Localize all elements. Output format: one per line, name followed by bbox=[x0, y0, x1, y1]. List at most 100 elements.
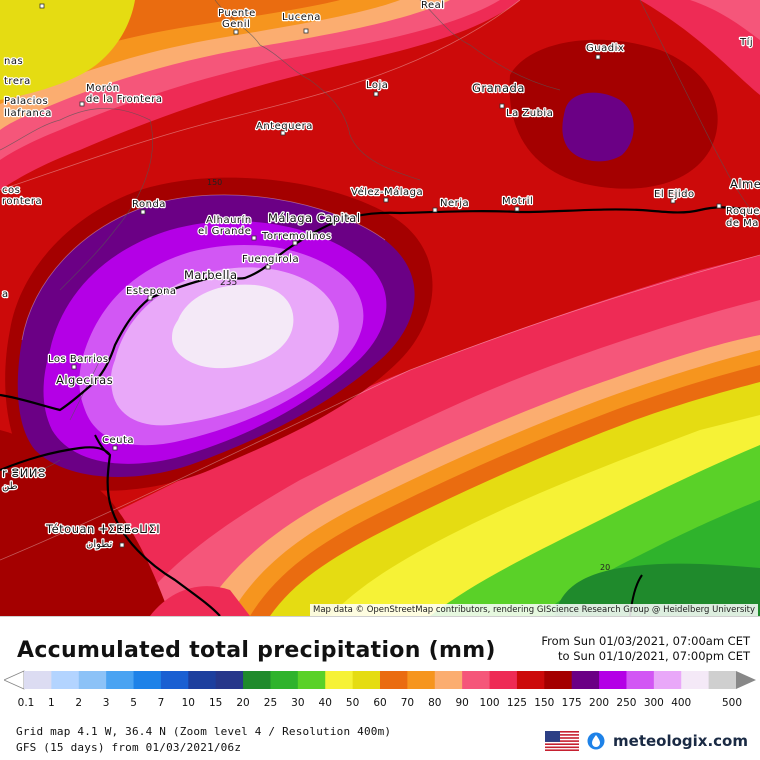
legend-tick-label: 7 bbox=[157, 697, 165, 709]
legend-swatch bbox=[653, 671, 682, 689]
place-label: a bbox=[2, 289, 9, 300]
place-label: Antequera bbox=[256, 121, 313, 132]
legend-tick-label: 400 bbox=[671, 697, 692, 709]
legend-tick-label: 70 bbox=[400, 697, 415, 709]
place-label: طن bbox=[2, 481, 18, 492]
contour-labels: 150 20 235 bbox=[207, 178, 610, 572]
place-label: Algeciras bbox=[56, 373, 113, 387]
legend-tick-label: 1 bbox=[48, 697, 55, 709]
contour-lines bbox=[0, 0, 760, 561]
place-label: El Ejido bbox=[654, 189, 695, 200]
place-label: Nerja bbox=[440, 198, 469, 209]
legend-tick-label: 40 bbox=[318, 697, 332, 709]
legend-swatch bbox=[24, 671, 52, 689]
legend-swatch bbox=[380, 671, 408, 689]
place-label: Roque bbox=[726, 206, 760, 217]
place-markers bbox=[39, 3, 722, 548]
legend-tick-label: 200 bbox=[589, 697, 610, 709]
brand-name[interactable]: meteologix.com bbox=[613, 732, 748, 750]
legend-swatch bbox=[78, 671, 107, 689]
legend-color-bar bbox=[4, 670, 756, 690]
band-400-core bbox=[172, 284, 294, 369]
legend-swatch bbox=[325, 671, 354, 689]
band-ne-90 bbox=[640, 0, 760, 95]
legend-swatch bbox=[215, 671, 244, 689]
legend-swatch bbox=[160, 671, 189, 689]
forecast-period: From Sun 01/03/2021, 07:00am CET to Sun … bbox=[541, 634, 750, 664]
model-info: GFS (15 days) from 01/03/2021/06z bbox=[16, 741, 242, 754]
legend-swatch bbox=[599, 671, 627, 689]
legend-tick-label: 80 bbox=[428, 697, 442, 709]
legend-tick-label: 60 bbox=[373, 697, 387, 709]
legend-tick-label: 250 bbox=[616, 697, 637, 709]
legend-swatch bbox=[544, 671, 573, 689]
legend-tick-label: 15 bbox=[209, 697, 223, 709]
legend-tick-label: 3 bbox=[102, 697, 110, 709]
precipitation-map[interactable]: 150 20 235 bbox=[0, 0, 760, 616]
place-label: cos bbox=[2, 185, 20, 196]
band-yellow-nw bbox=[0, 0, 135, 100]
legend-tick-label: 90 bbox=[455, 697, 469, 709]
legend-arrow-left bbox=[4, 670, 25, 690]
period-from: From Sun 01/03/2021, 07:00am CET bbox=[541, 634, 750, 648]
legend-swatch bbox=[352, 671, 381, 689]
brand[interactable]: meteologix.com bbox=[545, 731, 748, 751]
place-label: تطوان bbox=[86, 539, 112, 550]
place-label: Morón bbox=[86, 82, 120, 94]
place-label: Genil bbox=[222, 19, 250, 30]
us-flag-icon[interactable] bbox=[545, 731, 580, 751]
place-label place-lg: Granada bbox=[472, 81, 525, 95]
legend-tick-label: 300 bbox=[643, 697, 664, 709]
legend-swatch bbox=[516, 671, 545, 689]
legend-tick-label: 2 bbox=[75, 697, 83, 709]
place-label: de la Frontera bbox=[86, 94, 162, 105]
place-label: Torremolinos bbox=[261, 231, 332, 242]
place-label: el Grande bbox=[198, 226, 251, 237]
coastline-ceuta-link bbox=[94, 434, 111, 456]
legend-swatch bbox=[681, 671, 710, 689]
legend-tick-label: 125 bbox=[506, 697, 527, 709]
admin-boundaries bbox=[0, 0, 760, 475]
chart-title: Accumulated total precipitation (mm) bbox=[17, 638, 496, 663]
legend-tick-label: 0.1 bbox=[17, 697, 35, 709]
band-ne-80 bbox=[690, 0, 760, 40]
legend-tick-label: 10 bbox=[181, 697, 195, 709]
band-se-15 bbox=[555, 563, 760, 616]
legend-swatch bbox=[571, 671, 600, 689]
place-label: Los Barrios bbox=[48, 354, 109, 365]
legend-swatch bbox=[243, 671, 271, 689]
legend-tick-label: 25 bbox=[263, 697, 278, 709]
legend-swatch bbox=[489, 671, 518, 689]
coastline-africa bbox=[0, 446, 221, 616]
place-label: Palacios bbox=[4, 96, 48, 107]
divider bbox=[0, 616, 760, 617]
band-175-granada bbox=[562, 92, 634, 162]
place-label: nas bbox=[4, 56, 23, 67]
place-label: Motril bbox=[502, 196, 533, 207]
place-label: Málaga Capital bbox=[268, 211, 361, 225]
legend-swatch bbox=[434, 671, 463, 689]
legend-swatch bbox=[462, 671, 491, 689]
place-label: Ronda bbox=[132, 199, 166, 210]
place-label: Tétouan ⵜⵉⵟⵟⴰⵡⵉⵏ bbox=[45, 522, 160, 536]
legend-arrow-right bbox=[736, 671, 756, 689]
footer-info: Grid map 4.1 W, 36.4 N (Zoom level 4 / R… bbox=[16, 724, 391, 756]
legend-swatch bbox=[270, 671, 299, 689]
place-label: Real bbox=[421, 0, 445, 11]
place-label: Marbella bbox=[184, 268, 238, 282]
place-label: Guadix bbox=[586, 43, 624, 54]
map-attribution: Map data © OpenStreetMap contributors, r… bbox=[310, 604, 758, 616]
legend-swatch bbox=[106, 671, 135, 689]
place-label: Lucena bbox=[282, 12, 321, 23]
contour-label: 20 bbox=[600, 563, 610, 572]
legend-tick-label: 100 bbox=[479, 697, 500, 709]
legend-tick-label: 175 bbox=[561, 697, 582, 709]
band-sw-pink bbox=[150, 586, 250, 616]
legend-tick-label: 30 bbox=[291, 697, 305, 709]
place-label: La Zubia bbox=[506, 108, 553, 119]
legend-swatch bbox=[626, 671, 655, 689]
place-label: Ceuta bbox=[102, 435, 134, 446]
place-label: Fuengirola bbox=[242, 254, 299, 265]
legend-swatch bbox=[297, 671, 326, 689]
legend-swatch bbox=[407, 671, 436, 689]
